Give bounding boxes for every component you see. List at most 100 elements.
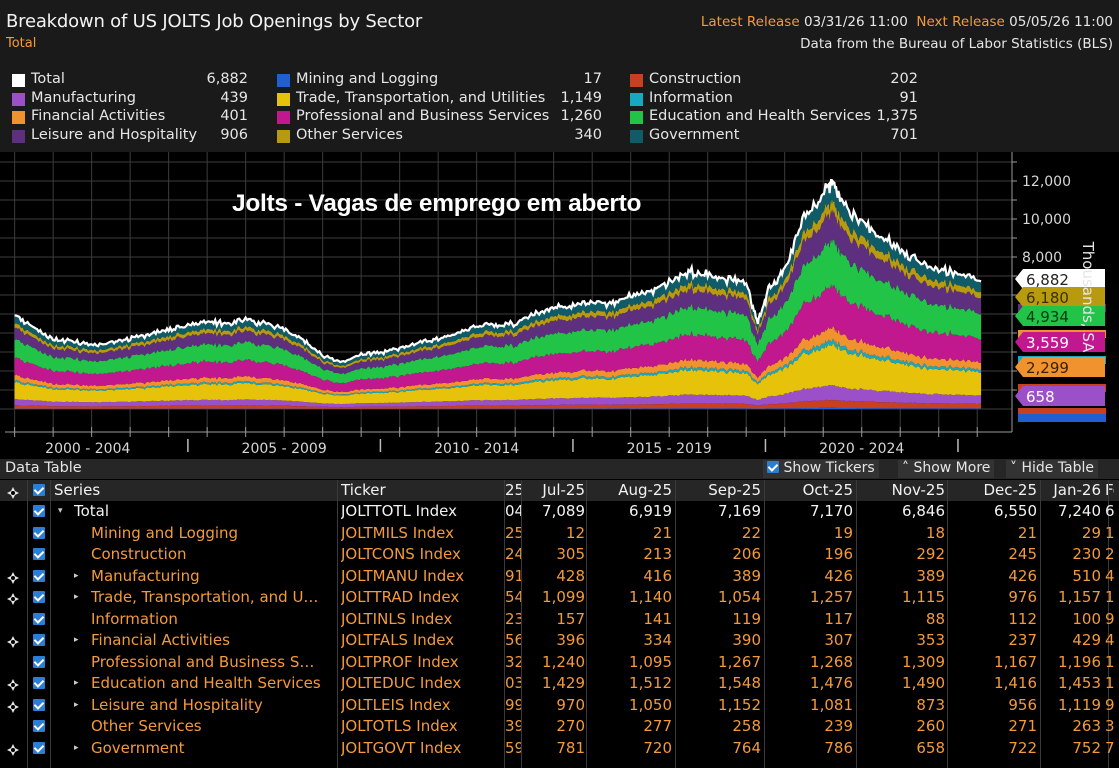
series-checkbox[interactable] xyxy=(33,655,45,668)
legend-item[interactable]: Other Services 340 xyxy=(277,127,602,145)
last-value-tag-label: 658 xyxy=(1026,388,1055,406)
table-row[interactable]: Professional and Business S… JOLTPROF Ind… xyxy=(0,652,1119,674)
expand-arrow-icon[interactable]: ▸ xyxy=(74,699,79,710)
column-header-month[interactable]: Aug-25 xyxy=(618,481,672,499)
series-checkbox[interactable] xyxy=(33,634,45,646)
area-series-manufacturing xyxy=(14,385,982,408)
table-row[interactable]: ▸ Government JOLTGOVT Index 59 781 720 764 786 6… xyxy=(0,738,1119,760)
cell-value: 271 xyxy=(1008,717,1037,735)
legend-label: Mining and Logging xyxy=(296,71,439,87)
cell-value: 340 xyxy=(1105,717,1114,735)
cell-value: 277 xyxy=(643,717,672,735)
table-row[interactable]: ▸ Leisure and Hospitality JOLTLEIS Index 99… xyxy=(0,695,1119,717)
show-tickers-toggle[interactable]: Show Tickers xyxy=(763,460,879,478)
cell-value: 1,167 xyxy=(994,652,1037,671)
table-row[interactable]: ▾ Total JOLTTOTL Index 04 7,089 6,919 7,169 7,1… xyxy=(0,501,1119,523)
legend-swatch xyxy=(12,129,25,143)
legend-item[interactable]: Manufacturing 439 xyxy=(12,90,248,108)
ticker: JOLTLEIS Index xyxy=(341,695,451,714)
crosshair-icon[interactable] xyxy=(7,591,19,605)
series-checkbox[interactable] xyxy=(33,677,45,689)
table-row[interactable]: ▸ Trade, Transportation, and U… JOLTTRAD I… xyxy=(0,587,1119,609)
series-checkbox[interactable] xyxy=(33,548,45,560)
expand-arrow-icon[interactable]: ▸ xyxy=(74,678,79,688)
table-row[interactable]: Construction JOLTCONS Index 24 305 213 206 196… xyxy=(0,544,1119,566)
expand-arrow-icon[interactable]: ▸ xyxy=(74,570,79,581)
table-row[interactable]: ▸ Manufacturing JOLTMANU Index 91 428 416 389 4… xyxy=(0,566,1119,588)
crosshair-icon[interactable] xyxy=(7,699,19,713)
column-header-month[interactable]: Sep-25 xyxy=(708,481,761,499)
series-checkbox[interactable] xyxy=(33,698,45,711)
column-header-partial[interactable]: 25 xyxy=(505,481,521,499)
table-row[interactable]: Information JOLTINLS Index 23 157 141 119 117 8… xyxy=(0,609,1119,631)
legend-swatch xyxy=(630,74,643,87)
cell-value: 1,260 xyxy=(1105,652,1114,671)
cell-value: 202 xyxy=(1105,545,1114,563)
y-tick-label: 12,000 xyxy=(1022,174,1071,190)
cell-value: 230 xyxy=(1072,545,1101,563)
legend-item[interactable]: Leisure and Hospitality 906 xyxy=(12,127,248,145)
series-checkbox[interactable] xyxy=(33,505,45,517)
crosshair-icon[interactable] xyxy=(7,634,19,648)
legend-label: Leisure and Hospitality xyxy=(31,126,198,143)
legend-item[interactable]: Construction 202 xyxy=(630,71,918,89)
table-row[interactable]: Other Services JOLTOTLS Index 39 270 277 258 2… xyxy=(0,716,1119,738)
cell-value: 1,140 xyxy=(629,588,672,606)
crosshair-icon[interactable] xyxy=(7,484,19,499)
expand-arrow-icon[interactable]: ▸ xyxy=(74,592,79,602)
cell-value: 722 xyxy=(1008,738,1037,757)
legend-item[interactable]: Information 91 xyxy=(630,90,918,108)
column-header-series[interactable]: Series xyxy=(54,481,101,499)
chart-area: 2000 - 2004 2005 - 2009 2010 - 2014 2015 - … xyxy=(0,152,1119,458)
crosshair-icon[interactable] xyxy=(7,677,19,691)
column-divider xyxy=(1108,480,1109,768)
series-checkbox[interactable] xyxy=(33,484,45,496)
cell-value: 1,490 xyxy=(902,674,945,692)
ticker: JOLTMANU Index xyxy=(341,566,465,585)
cell-value: 906 xyxy=(1105,695,1114,714)
column-header-month[interactable]: Oct-25 xyxy=(802,481,853,499)
crosshair-icon[interactable] xyxy=(7,742,19,756)
column-header-month[interactable]: Feb-26 xyxy=(1105,480,1114,501)
legend-item[interactable]: Education and Health Services 1,375 xyxy=(630,108,918,126)
cell-value: 1,309 xyxy=(902,652,945,671)
cell-value: 752 xyxy=(1072,738,1101,757)
column-header-month[interactable]: Nov-25 xyxy=(891,481,945,499)
cell-value: 7,169 xyxy=(718,502,761,520)
series-checkbox[interactable] xyxy=(33,612,45,625)
table-row[interactable]: ▸ Financial Activities JOLTFALS Index 56 396… xyxy=(0,630,1119,652)
series-checkbox[interactable] xyxy=(33,569,45,582)
legend-item[interactable]: Government 701 xyxy=(630,127,918,145)
legend-value: 1,149 xyxy=(560,89,602,106)
cell-value: 1,149 xyxy=(1105,588,1114,606)
show-more-button[interactable]: ˄ Show More xyxy=(898,460,995,478)
legend-item[interactable]: Total 6,882 xyxy=(12,71,248,89)
series-checkbox[interactable] xyxy=(33,591,45,603)
cell-value: 353 xyxy=(916,631,945,649)
series-name: Total xyxy=(74,502,110,520)
hide-table-button[interactable]: ˅ Hide Table xyxy=(1006,460,1099,478)
area-series-mining-and-logging xyxy=(14,407,982,409)
series-checkbox[interactable] xyxy=(33,526,45,539)
column-header-ticker[interactable]: Ticker xyxy=(341,481,386,499)
column-header-month[interactable]: Jul-25 xyxy=(542,481,585,499)
series-name: Other Services xyxy=(91,717,202,735)
last-value-tag xyxy=(1015,269,1105,289)
table-row[interactable]: Mining and Logging JOLTMILS Index 25 12 21 22… xyxy=(0,523,1119,545)
series-checkbox[interactable] xyxy=(33,741,45,754)
column-header-month[interactable]: Dec-25 xyxy=(983,481,1037,499)
column-header-month[interactable]: Jan-26 xyxy=(1053,481,1101,499)
partial-value: 59 xyxy=(505,738,521,757)
legend-label: Manufacturing xyxy=(31,89,136,106)
expand-arrow-icon[interactable]: ▸ xyxy=(74,742,79,753)
legend-item[interactable]: Mining and Logging 17 xyxy=(277,71,602,89)
legend-item[interactable]: Professional and Business Services 1,260 xyxy=(277,108,602,126)
table-row[interactable]: ▸ Education and Health Services JOLTEDUC I… xyxy=(0,673,1119,695)
legend-item[interactable]: Financial Activities 401 xyxy=(12,108,248,126)
series-checkbox[interactable] xyxy=(33,720,45,732)
cell-value: 1,476 xyxy=(810,674,853,692)
crosshair-icon[interactable] xyxy=(7,570,19,584)
expand-arrow-icon[interactable]: ▸ xyxy=(74,635,79,645)
legend-item[interactable]: Trade, Transportation, and Utilities 1,14… xyxy=(277,90,602,108)
collapse-arrow-icon[interactable]: ▾ xyxy=(58,506,63,516)
